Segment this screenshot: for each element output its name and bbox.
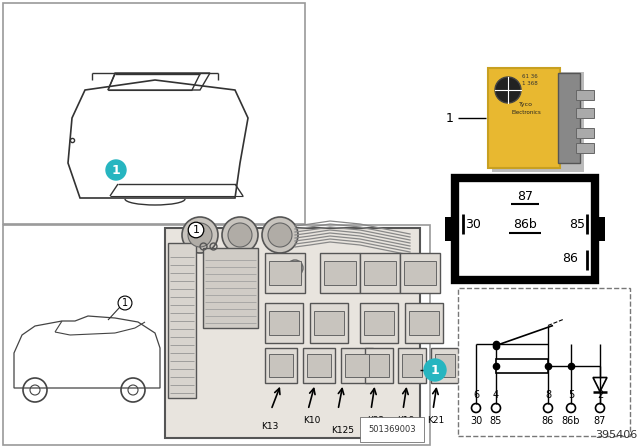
Bar	[168, 243, 196, 398]
Text: 1: 1	[193, 225, 200, 235]
Text: 86: 86	[562, 251, 578, 264]
Bar	[3, 225, 430, 445]
Text: 1: 1	[446, 112, 454, 125]
Text: 8: 8	[545, 390, 551, 400]
Text: K13: K13	[261, 422, 278, 431]
Text: 86b: 86b	[562, 416, 580, 426]
Bar	[269, 354, 293, 377]
Bar	[303, 348, 335, 383]
Text: Electronics: Electronics	[511, 110, 541, 115]
Text: 395406: 395406	[595, 430, 637, 440]
Bar	[364, 311, 394, 335]
Text: K10: K10	[303, 416, 321, 425]
Bar	[405, 303, 443, 343]
Bar	[369, 354, 389, 377]
Bar	[558, 73, 580, 163]
Text: 5: 5	[568, 390, 574, 400]
Bar	[289, 268, 301, 282]
Bar	[265, 303, 303, 343]
Bar	[496, 358, 548, 372]
Text: 61 36: 61 36	[522, 74, 538, 79]
Bar	[3, 3, 305, 224]
Bar	[320, 253, 360, 293]
Bar	[488, 68, 560, 168]
Bar	[576, 128, 594, 138]
Bar	[404, 261, 436, 285]
Circle shape	[424, 359, 446, 381]
Bar	[341, 348, 373, 383]
Text: 2: 2	[597, 390, 603, 400]
Text: 1: 1	[431, 363, 440, 376]
Bar	[269, 311, 299, 335]
Text: 30: 30	[465, 217, 481, 231]
Bar	[345, 354, 369, 377]
Circle shape	[182, 217, 218, 253]
Text: Tyco: Tyco	[519, 102, 533, 107]
Bar	[364, 261, 396, 285]
Text: K22: K22	[367, 416, 384, 425]
Bar	[265, 253, 305, 293]
Text: 30: 30	[470, 416, 482, 426]
Bar	[307, 354, 331, 377]
Bar	[360, 253, 400, 293]
Circle shape	[268, 223, 292, 247]
Circle shape	[287, 260, 303, 276]
Bar	[314, 311, 344, 335]
Text: K21: K21	[427, 416, 444, 425]
Bar	[492, 72, 584, 172]
Text: K125: K125	[331, 426, 354, 435]
Bar	[310, 303, 348, 343]
Text: 4: 4	[493, 390, 499, 400]
Bar	[576, 108, 594, 118]
Circle shape	[262, 217, 298, 253]
Bar	[409, 311, 439, 335]
Text: 86: 86	[542, 416, 554, 426]
Bar	[593, 217, 605, 241]
Text: 6: 6	[473, 390, 479, 400]
Circle shape	[495, 77, 521, 103]
Text: 1: 1	[122, 298, 128, 308]
Text: 1 368: 1 368	[522, 81, 538, 86]
Bar	[324, 261, 356, 285]
Circle shape	[222, 217, 258, 253]
Text: 85: 85	[569, 217, 585, 231]
Bar	[265, 348, 297, 383]
Bar	[458, 288, 630, 436]
Circle shape	[106, 160, 126, 180]
Text: K19: K19	[397, 416, 414, 425]
Bar	[576, 90, 594, 100]
Bar	[203, 248, 258, 328]
Bar	[455, 178, 595, 280]
Bar	[360, 303, 398, 343]
Text: 87: 87	[517, 190, 533, 202]
Text: 87: 87	[594, 416, 606, 426]
Bar	[431, 348, 459, 383]
Bar	[435, 354, 455, 377]
Circle shape	[188, 223, 212, 247]
Bar	[365, 348, 393, 383]
Text: 1: 1	[111, 164, 120, 177]
Bar	[445, 217, 457, 241]
Bar	[576, 143, 594, 153]
Bar	[402, 354, 422, 377]
Text: 86b: 86b	[513, 217, 537, 231]
Text: 85: 85	[490, 416, 502, 426]
Bar	[269, 261, 301, 285]
Bar	[398, 348, 426, 383]
Text: 501369003: 501369003	[369, 425, 416, 434]
Bar	[165, 228, 420, 438]
Bar	[400, 253, 440, 293]
Circle shape	[228, 223, 252, 247]
